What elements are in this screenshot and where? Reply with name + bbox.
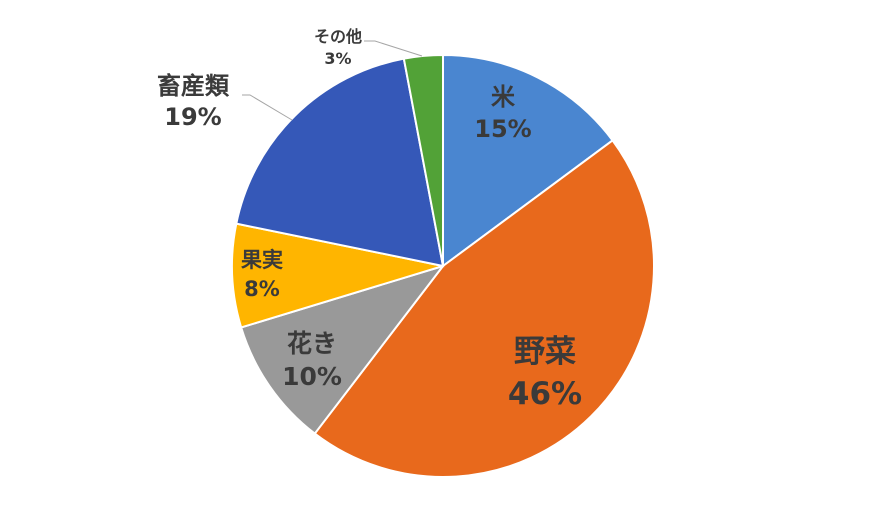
slice-percent-2: 46%	[508, 376, 582, 412]
slice-label-5: 畜産類	[157, 72, 230, 100]
leader-line-5	[242, 94, 293, 121]
slice-label-3: 花き	[287, 329, 337, 358]
slices-layer	[231, 53, 655, 478]
leader-line-6	[364, 40, 423, 57]
pie-slice-5	[235, 57, 445, 268]
slice-percent-1: 15%	[474, 115, 531, 143]
pie-slice-4	[231, 222, 444, 329]
pie-slice-6	[402, 53, 444, 267]
labels-layer: 米 15% 野菜 46% 花き 10% 果実 8% 畜産類 19% その他 3%	[157, 27, 582, 412]
slice-percent-4: 8%	[244, 277, 280, 301]
slice-percent-5: 19%	[164, 103, 221, 131]
pie-slice-1	[442, 53, 614, 268]
slice-label-2: 野菜	[514, 334, 576, 370]
pie-slice-3	[239, 264, 446, 435]
slice-label-1: 米	[491, 83, 515, 111]
slice-label-6: その他	[314, 27, 362, 46]
pie-slice-2	[313, 138, 655, 478]
slice-percent-3: 10%	[282, 362, 342, 391]
slice-label-4: 果実	[241, 248, 283, 272]
slice-percent-6: 3%	[324, 49, 351, 68]
leaders-layer	[242, 40, 423, 121]
